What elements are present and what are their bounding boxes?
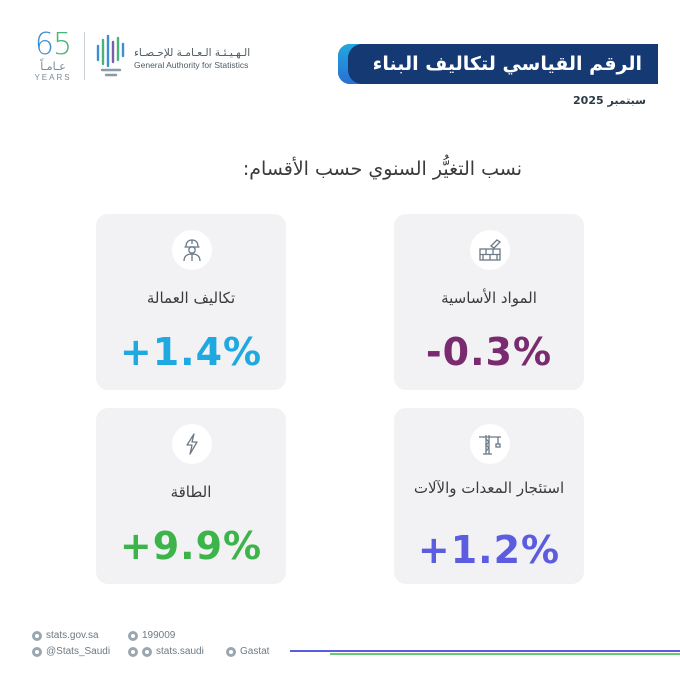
bricks-trowel-icon [470, 230, 510, 270]
card-value: -0.3% [425, 330, 553, 374]
logo-divider [84, 32, 85, 80]
footer-decorative-lines [290, 650, 680, 655]
section-title: نسب التغيُّر السنوي حسب الأقسام: [242, 158, 522, 180]
x-logo-icon [32, 646, 42, 657]
tower-crane-icon [470, 424, 510, 464]
footer-linkedin-text: Gastat [240, 646, 270, 657]
footer-phone[interactable]: 199009 [128, 630, 175, 641]
globe-icon [32, 630, 42, 641]
card-equipment-rental: استئجار المعدات والآلات +1.2% [394, 408, 584, 584]
footer-phone-text: 199009 [142, 630, 176, 641]
instagram-icon [128, 646, 138, 657]
report-date: سبتمبر 2025 [573, 94, 646, 107]
phone-icon [128, 630, 138, 641]
title-banner: الرقم القياسي لتكاليف البناء [338, 44, 658, 84]
card-label: الطاقة [170, 483, 212, 501]
footer-website[interactable]: stats.gov.sa [32, 630, 99, 641]
footer-x[interactable]: @Stats_Saudi [32, 646, 110, 657]
lightning-bolt-icon [172, 424, 212, 464]
footer-x-text: @Stats_Saudi [46, 646, 111, 657]
anniversary-years: YEARS [34, 73, 72, 82]
gastat-name: الـهـيـئـة الـعـامـة للإحـصـاء General A… [134, 46, 284, 71]
gastat-name-arabic: الـهـيـئـة الـعـامـة للإحـصـاء [134, 47, 251, 59]
gastat-logo-icon [96, 34, 125, 77]
anniversary-number: 65 [34, 27, 72, 62]
anniversary-arabic: عـامـاً [40, 60, 66, 73]
card-label: استئجار المعدات والآلات [413, 479, 565, 497]
card-basic-materials: المواد الأساسية -0.3% [394, 214, 584, 390]
card-energy: الطاقة +9.9% [96, 408, 286, 584]
anniversary-logo: 65 عـامـاً YEARS [28, 30, 78, 84]
card-labor-costs: تكاليف العمالة +1.4% [96, 214, 286, 390]
facebook-icon [142, 646, 152, 657]
card-value: +1.4% [119, 330, 263, 374]
card-label: تكاليف العمالة [146, 289, 236, 307]
gastat-name-english: General Authority for Statistics [134, 60, 249, 70]
footer-linkedin[interactable]: Gastat [226, 646, 269, 657]
footer-social[interactable]: stats.saudi [128, 646, 204, 657]
card-value: +1.2% [417, 528, 561, 572]
footer-social-text: stats.saudi [156, 646, 204, 657]
page-title: الرقم القياسي لتكاليف البناء [372, 53, 642, 75]
linkedin-icon [226, 646, 236, 657]
footer-website-text: stats.gov.sa [46, 630, 99, 641]
construction-worker-icon [172, 230, 212, 270]
card-value: +9.9% [119, 524, 263, 568]
card-label: المواد الأساسية [441, 289, 537, 307]
